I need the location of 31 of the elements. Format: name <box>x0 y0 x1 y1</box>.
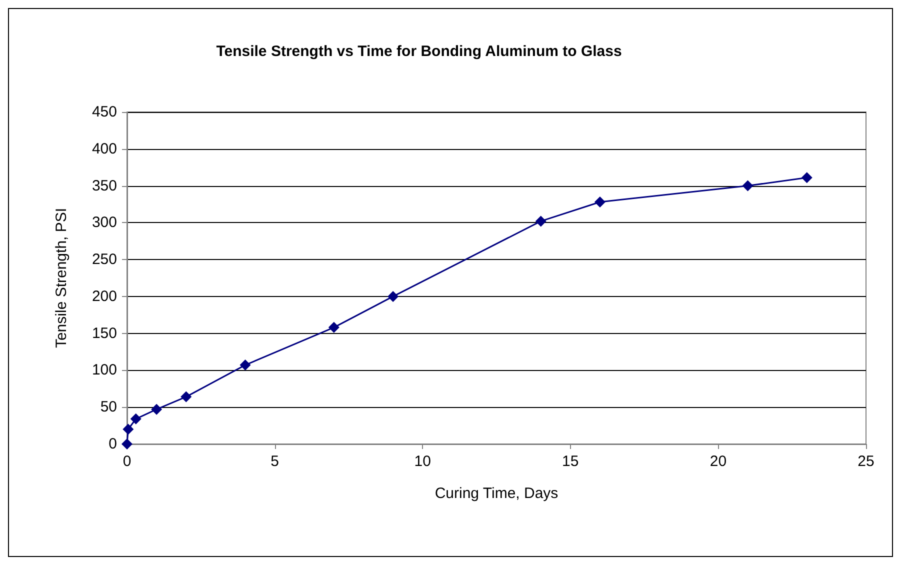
point <box>130 413 142 424</box>
point <box>180 391 192 402</box>
point <box>742 180 754 192</box>
point <box>388 290 399 302</box>
y-tick-label: 50 <box>100 398 117 416</box>
x-tick-label: 15 <box>562 453 579 470</box>
y-axis-title: Tensile Strength, PSI <box>53 208 70 348</box>
x-axis-title: Curing Time, Days <box>434 485 558 502</box>
x-tick-label: 20 <box>710 453 727 470</box>
y-tick-label: 200 <box>92 288 117 305</box>
point <box>122 424 134 435</box>
y-tick-label: 100 <box>92 362 117 379</box>
point <box>594 196 606 208</box>
point <box>122 438 132 450</box>
point <box>240 360 251 371</box>
point <box>801 172 812 184</box>
y-tick-label: 300 <box>92 214 117 232</box>
x-tick-label: 10 <box>414 453 431 470</box>
x-tick-label: 25 <box>858 453 874 470</box>
y-tick-label: 350 <box>92 177 117 194</box>
point <box>535 216 546 227</box>
point <box>328 322 340 333</box>
y-tick-label: 150 <box>92 324 117 342</box>
y-tick-label: 450 <box>92 104 117 120</box>
y-tick-label: 400 <box>92 140 117 158</box>
x-tick-label: 5 <box>270 453 279 470</box>
y-tick-label: 0 <box>108 436 117 452</box>
chart-title: Tensile Strength vs Time for Bonding Aluminum to Glass <box>216 43 622 60</box>
point <box>151 404 162 415</box>
x-tick-label: 0 <box>122 453 132 470</box>
y-tick-label: 250 <box>92 251 117 268</box>
